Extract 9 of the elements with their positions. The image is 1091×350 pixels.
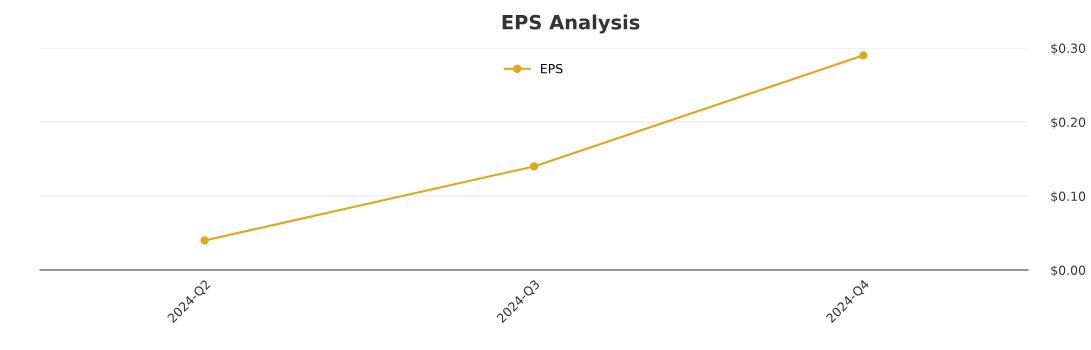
point xyxy=(859,51,868,60)
y-tick-label: $0.30 xyxy=(1051,43,1086,55)
legend-label: EPS xyxy=(541,63,563,74)
y-tick-label: $0.00 xyxy=(1051,265,1086,277)
point xyxy=(529,162,539,171)
y-tick-label: $0.20 xyxy=(1051,117,1086,129)
chart-title: EPS Analysis xyxy=(502,14,640,34)
y-tick-label: $0.10 xyxy=(1051,191,1086,203)
point xyxy=(200,236,209,245)
